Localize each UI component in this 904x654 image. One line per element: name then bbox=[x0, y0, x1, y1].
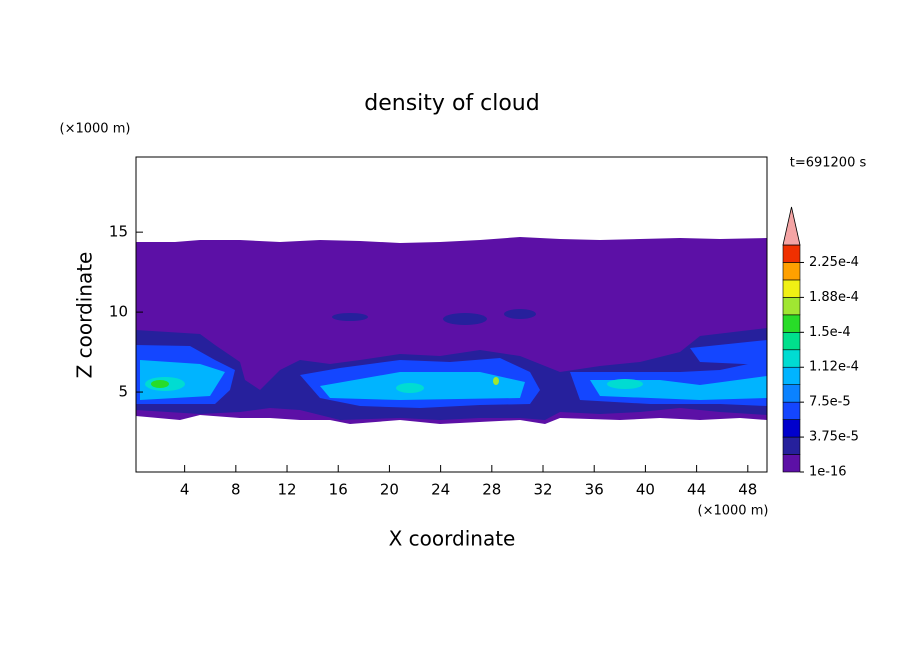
x-tick-label: 20 bbox=[380, 481, 399, 499]
contour-region bbox=[396, 383, 424, 393]
x-tick-label: 28 bbox=[482, 481, 501, 499]
colorbar-bin bbox=[782, 244, 801, 263]
y-tick-label: 5 bbox=[118, 383, 128, 401]
x-tick-label: 12 bbox=[277, 481, 296, 499]
x-tick-label: 36 bbox=[585, 481, 604, 499]
colorbar-label: 3.75e-5 bbox=[809, 430, 859, 445]
colorbar-label: 7.5e-5 bbox=[809, 395, 851, 410]
y-tick-label: 10 bbox=[109, 303, 128, 321]
colorbar-bin bbox=[782, 279, 801, 298]
colorbar-bin bbox=[782, 366, 801, 385]
x-tick-label: 32 bbox=[533, 481, 552, 499]
colorbar-label: 1.5e-4 bbox=[809, 325, 851, 340]
colorbar-bin bbox=[782, 297, 801, 316]
time-label: t=691200 s bbox=[790, 156, 867, 171]
colorbar-label: 2.25e-4 bbox=[809, 255, 859, 270]
x-tick-label: 16 bbox=[329, 481, 348, 499]
contour-region bbox=[493, 377, 499, 385]
y-unit: (×1000 m) bbox=[60, 122, 131, 137]
contour-region bbox=[607, 379, 643, 389]
colorbar-label: 1e-16 bbox=[809, 465, 847, 480]
x-unit: (×1000 m) bbox=[698, 504, 769, 519]
contour-region bbox=[443, 313, 487, 325]
contour-region bbox=[332, 313, 368, 321]
colorbar-bin bbox=[782, 401, 801, 420]
x-axis-label: X coordinate bbox=[389, 527, 516, 551]
colorbar-bin bbox=[782, 314, 801, 333]
colorbar-bin bbox=[782, 384, 801, 403]
colorbar-bin bbox=[782, 454, 801, 473]
x-tick-label: 40 bbox=[636, 481, 655, 499]
colorbar-bin bbox=[782, 332, 801, 351]
colorbar-bin bbox=[782, 419, 801, 438]
x-tick-label: 44 bbox=[687, 481, 706, 499]
colorbar-label: 1.12e-4 bbox=[809, 360, 859, 375]
colorbar-over bbox=[782, 206, 801, 246]
x-tick-label: 8 bbox=[231, 481, 241, 499]
y-tick-label: 15 bbox=[109, 223, 128, 241]
contour-field bbox=[136, 237, 767, 424]
colorbar-label: 1.88e-4 bbox=[809, 290, 859, 305]
y-axis-label: Z coordinate bbox=[73, 252, 97, 379]
x-tick-label: 24 bbox=[431, 481, 450, 499]
contour-region bbox=[690, 340, 767, 365]
plot-frame bbox=[135, 156, 768, 473]
contour-region bbox=[504, 309, 536, 319]
colorbar-bin bbox=[782, 436, 801, 455]
x-tick-label: 48 bbox=[738, 481, 757, 499]
chart-title: density of cloud bbox=[364, 91, 539, 116]
contour-region bbox=[151, 380, 169, 388]
colorbar-bin bbox=[782, 262, 801, 281]
x-tick-label: 4 bbox=[180, 481, 190, 499]
colorbar-bin bbox=[782, 349, 801, 368]
